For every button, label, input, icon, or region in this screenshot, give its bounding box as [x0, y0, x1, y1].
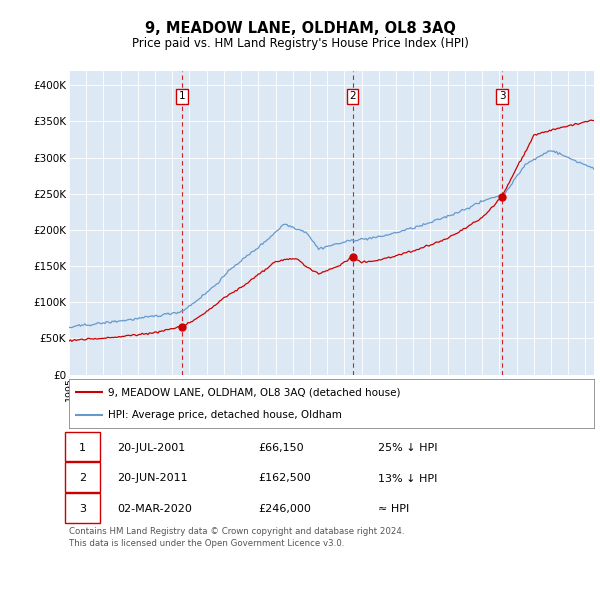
Text: 25% ↓ HPI: 25% ↓ HPI [378, 443, 437, 453]
Text: 2: 2 [349, 91, 356, 101]
Text: Contains HM Land Registry data © Crown copyright and database right 2024.
This d: Contains HM Land Registry data © Crown c… [69, 527, 404, 548]
Text: £162,500: £162,500 [258, 474, 311, 483]
Text: £66,150: £66,150 [258, 443, 304, 453]
Text: 20-JUN-2011: 20-JUN-2011 [117, 474, 188, 483]
Text: 02-MAR-2020: 02-MAR-2020 [117, 504, 192, 514]
Text: 13% ↓ HPI: 13% ↓ HPI [378, 474, 437, 483]
Text: 1: 1 [79, 443, 86, 453]
Text: 9, MEADOW LANE, OLDHAM, OL8 3AQ (detached house): 9, MEADOW LANE, OLDHAM, OL8 3AQ (detache… [109, 388, 401, 398]
Text: Price paid vs. HM Land Registry's House Price Index (HPI): Price paid vs. HM Land Registry's House … [131, 37, 469, 50]
Text: 3: 3 [499, 91, 506, 101]
Text: 3: 3 [79, 504, 86, 514]
Text: ≈ HPI: ≈ HPI [378, 504, 409, 514]
Text: 2: 2 [79, 474, 86, 483]
Text: 20-JUL-2001: 20-JUL-2001 [117, 443, 185, 453]
Text: 9, MEADOW LANE, OLDHAM, OL8 3AQ: 9, MEADOW LANE, OLDHAM, OL8 3AQ [145, 21, 455, 35]
Text: £246,000: £246,000 [258, 504, 311, 514]
Text: 1: 1 [178, 91, 185, 101]
Text: HPI: Average price, detached house, Oldham: HPI: Average price, detached house, Oldh… [109, 409, 342, 419]
